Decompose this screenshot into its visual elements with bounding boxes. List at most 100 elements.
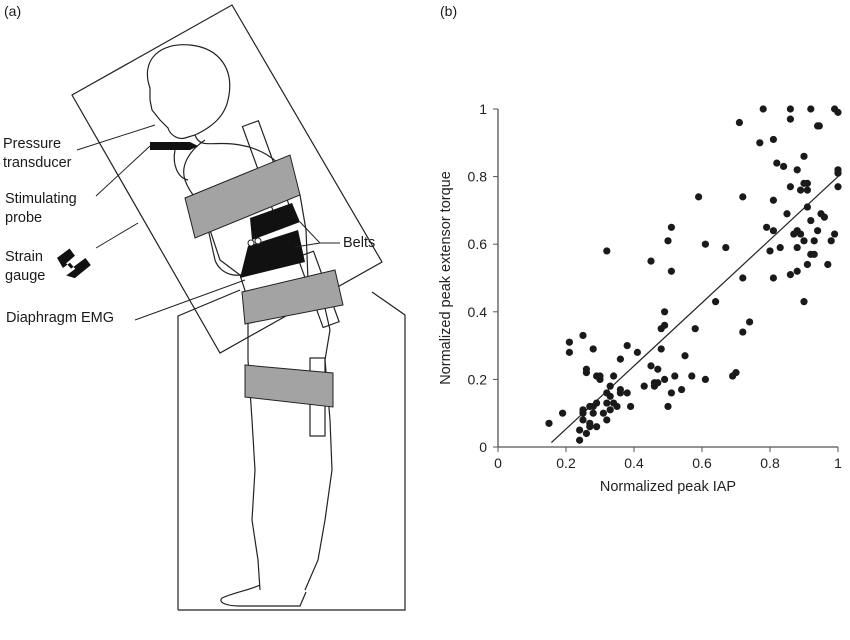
data-point	[769, 135, 778, 144]
data-point	[773, 159, 781, 167]
y-tick-label: 0	[479, 439, 487, 455]
data-point	[735, 118, 744, 127]
data-point	[732, 369, 740, 377]
data-point	[606, 392, 614, 400]
data-point	[814, 227, 822, 235]
data-point	[834, 183, 842, 191]
data-point	[807, 105, 815, 113]
data-point	[739, 193, 747, 201]
data-point	[793, 166, 801, 174]
data-point	[559, 409, 567, 417]
data-point	[664, 237, 672, 245]
thigh-belt	[244, 364, 334, 408]
data-point	[786, 271, 795, 279]
data-point	[667, 389, 676, 397]
pressure-transducer-label: Pressure transducer	[3, 135, 72, 173]
data-point	[589, 345, 597, 353]
data-point	[797, 186, 805, 194]
data-point	[786, 115, 795, 123]
data-point	[603, 416, 611, 424]
y-tick-label: 0.6	[468, 236, 488, 252]
x-axis-title: Normalized peak IAP	[600, 479, 736, 495]
data-point	[766, 247, 774, 255]
data-point	[647, 362, 655, 370]
data-point	[610, 372, 618, 380]
y-tick-label: 0.4	[468, 304, 488, 320]
data-point	[623, 342, 631, 350]
data-point	[701, 375, 710, 383]
data-point	[688, 372, 696, 380]
data-point	[661, 375, 669, 383]
data-point	[807, 216, 815, 225]
data-point	[603, 247, 611, 255]
data-point	[579, 409, 587, 417]
data-point	[793, 243, 801, 252]
data-point	[599, 409, 608, 417]
data-point	[623, 389, 631, 397]
x-tick-label: 0.8	[760, 455, 780, 471]
data-point	[786, 183, 795, 191]
data-point	[589, 409, 597, 417]
data-point	[803, 179, 812, 187]
pressure-transducer-icon	[150, 142, 198, 150]
data-point	[579, 331, 587, 340]
x-tick-label: 0.2	[556, 455, 576, 471]
data-point	[606, 382, 614, 390]
data-point	[678, 385, 686, 394]
data-point	[831, 230, 839, 238]
data-point	[834, 108, 842, 116]
diaphragm-emg-label: Diaphragm EMG	[6, 310, 114, 326]
y-tick-label: 0.2	[468, 371, 488, 387]
data-point	[739, 328, 747, 336]
label-line: transducer	[3, 155, 72, 171]
data-point	[800, 237, 808, 245]
chest-belt	[184, 154, 301, 239]
y-tick-label: 1	[479, 101, 487, 117]
label-line: probe	[5, 210, 43, 226]
data-point	[783, 210, 791, 218]
label-line: Pressure	[3, 136, 62, 152]
x-tick-label: 0.4	[624, 455, 644, 471]
x-tick-label: 1	[834, 455, 842, 471]
data-point	[545, 419, 553, 427]
data-point	[780, 162, 788, 171]
data-point	[589, 402, 597, 411]
data-point	[640, 382, 648, 390]
head	[146, 44, 231, 140]
x-tick-label: 0	[494, 455, 502, 471]
data-point	[681, 352, 689, 360]
experimental-setup-diagram	[57, 4, 406, 611]
data-point	[800, 152, 808, 160]
data-point	[691, 325, 699, 333]
label-line: gauge	[5, 268, 46, 284]
data-point	[803, 203, 812, 211]
data-point	[654, 365, 662, 373]
data-point	[664, 402, 672, 411]
data-point	[803, 260, 812, 269]
data-point	[824, 260, 832, 269]
data-point	[603, 399, 611, 407]
data-point	[800, 298, 808, 306]
panel-a-label: (a)	[4, 3, 22, 19]
data-point	[739, 274, 747, 282]
data-point	[650, 382, 659, 390]
strain-gauge-label: Strain gauge	[5, 248, 45, 286]
data-point	[746, 318, 754, 326]
data-point	[596, 375, 604, 383]
data-point	[790, 230, 798, 238]
data-point	[803, 186, 812, 194]
data-point	[722, 243, 730, 252]
strain-gauge-icon	[57, 248, 91, 279]
data-point	[661, 321, 669, 329]
data-point	[769, 196, 778, 204]
data-point	[582, 429, 591, 438]
data-point	[769, 227, 778, 235]
data-point	[786, 105, 795, 113]
data-point	[586, 423, 594, 431]
data-point	[579, 416, 587, 424]
data-point	[657, 345, 665, 353]
data-point	[667, 223, 676, 231]
lower-support-board	[177, 289, 241, 610]
data-point	[769, 274, 778, 282]
data-point	[701, 240, 710, 248]
